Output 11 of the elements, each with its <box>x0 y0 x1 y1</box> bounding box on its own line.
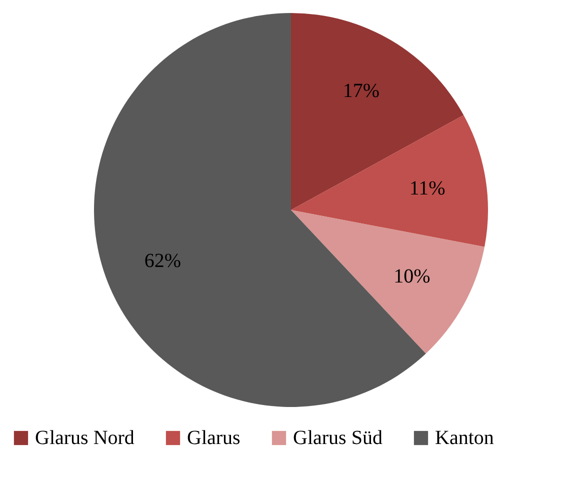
legend-label: Glarus Nord <box>35 427 134 449</box>
pie-slice <box>291 115 488 247</box>
pie-slice <box>291 13 464 210</box>
legend-label: Glarus <box>187 427 241 449</box>
legend-label: Glarus Süd <box>293 427 382 449</box>
data-label: 10% <box>394 265 430 288</box>
data-label: 17% <box>342 80 380 102</box>
pie-slice <box>291 210 485 354</box>
data-label: 62% <box>144 250 182 272</box>
legend-label: Kanton <box>435 427 494 449</box>
data-label: 11% <box>409 177 446 200</box>
